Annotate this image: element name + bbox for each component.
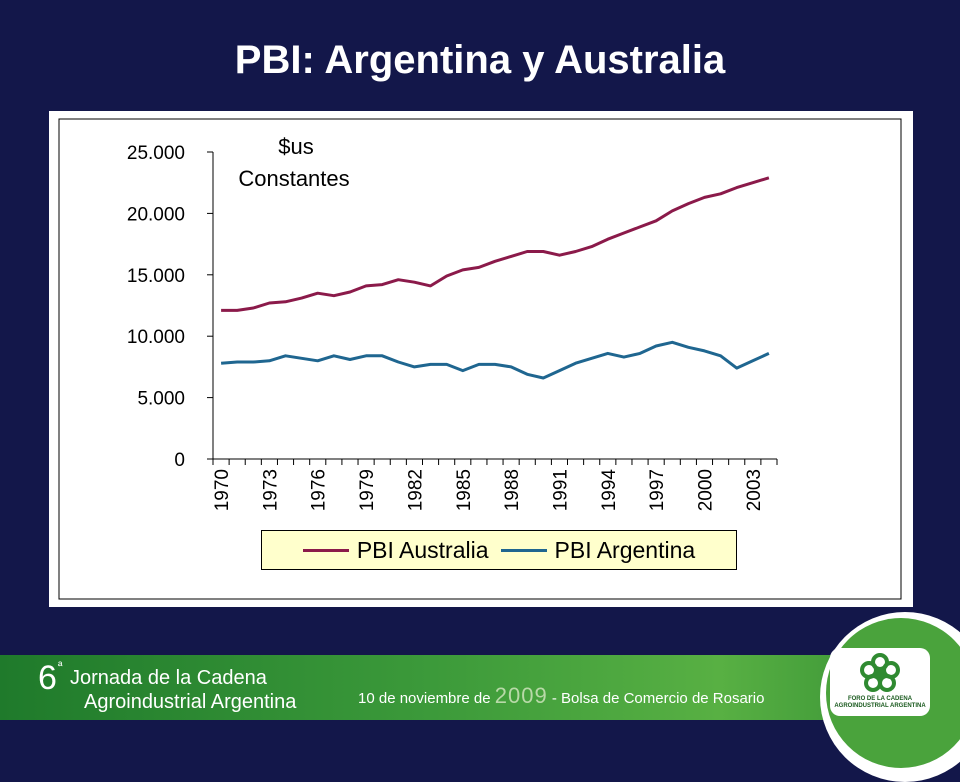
footer-date-suffix: - Bolsa de Comercio de Rosario xyxy=(547,690,765,707)
y-tick-label: 0 xyxy=(174,450,185,471)
slide-title: PBI: Argentina y Australia xyxy=(234,38,726,82)
x-tick-label: 1991 xyxy=(550,469,571,511)
chart-annotation-constant: Constantes xyxy=(238,166,349,191)
y-axis: 0 5.000 10.000 15.000 20.000 25.000 xyxy=(127,143,214,471)
x-tick-label: 1985 xyxy=(454,469,475,511)
x-tick-label: 1979 xyxy=(357,469,378,511)
y-tick-label: 10.000 xyxy=(127,327,185,348)
y-tick-label: 5.000 xyxy=(137,389,185,410)
y-tick-label: 20.000 xyxy=(127,204,185,225)
x-tick-label: 2003 xyxy=(744,469,765,511)
legend-label-australia: PBI Australia xyxy=(356,536,489,563)
foro-flower-icon xyxy=(860,653,900,692)
x-tick-label: 1970 xyxy=(212,469,233,511)
chart-annotation-currency: $us xyxy=(278,134,313,159)
footer-edition-ordinal: ª xyxy=(58,659,63,673)
legend-swatch-australia xyxy=(302,548,349,552)
x-axis: 1970 1973 1976 1979 1982 1985 1988 1991 1994 1997… xyxy=(212,458,778,512)
footer-event-title-line1: Jornada de la Cadena xyxy=(70,667,267,689)
series-line-argentina xyxy=(220,340,770,380)
foro-logo-text: FORO DE LA CADENA AGROINDUSTRIAL ARGENTI… xyxy=(834,696,926,709)
legend-item-argentina: PBI Argentina xyxy=(500,536,696,564)
y-tick-label: 15.000 xyxy=(127,266,185,287)
footer-year: 2009 xyxy=(494,683,548,708)
x-tick-label: 1994 xyxy=(599,469,620,512)
x-tick-label: 1976 xyxy=(309,469,330,511)
footer-date-prefix: 10 de noviembre de xyxy=(358,690,495,707)
footer-date-location: 10 de noviembre de 2009 - Bolsa de Comer… xyxy=(358,683,764,709)
legend-label-argentina: PBI Argentina xyxy=(554,536,696,563)
legend-item-australia: PBI Australia xyxy=(302,536,489,564)
series-line-australia xyxy=(221,176,770,312)
footer-banner: 6 ª Jornada de la Cadena Agroindustrial … xyxy=(0,655,960,720)
x-tick-label: 1997 xyxy=(647,469,668,511)
chart-legend: PBI Australia PBI Argentina xyxy=(261,530,737,570)
series-lines xyxy=(220,176,770,380)
x-tick-label: 2000 xyxy=(695,469,716,511)
y-tick-label: 25.000 xyxy=(127,143,185,164)
x-tick-label: 1988 xyxy=(502,469,523,511)
x-tick-label: 1973 xyxy=(260,469,281,511)
footer-event-title-line2: Agroindustrial Argentina xyxy=(84,691,297,713)
footer-edition-number: 6 xyxy=(38,659,57,697)
x-tick-label: 1982 xyxy=(405,469,426,511)
chart-frame: 0 5.000 10.000 15.000 20.000 25.000 1970 1973 1… xyxy=(49,111,913,607)
legend-swatch-argentina xyxy=(500,548,547,552)
plot-area-border xyxy=(58,118,902,600)
